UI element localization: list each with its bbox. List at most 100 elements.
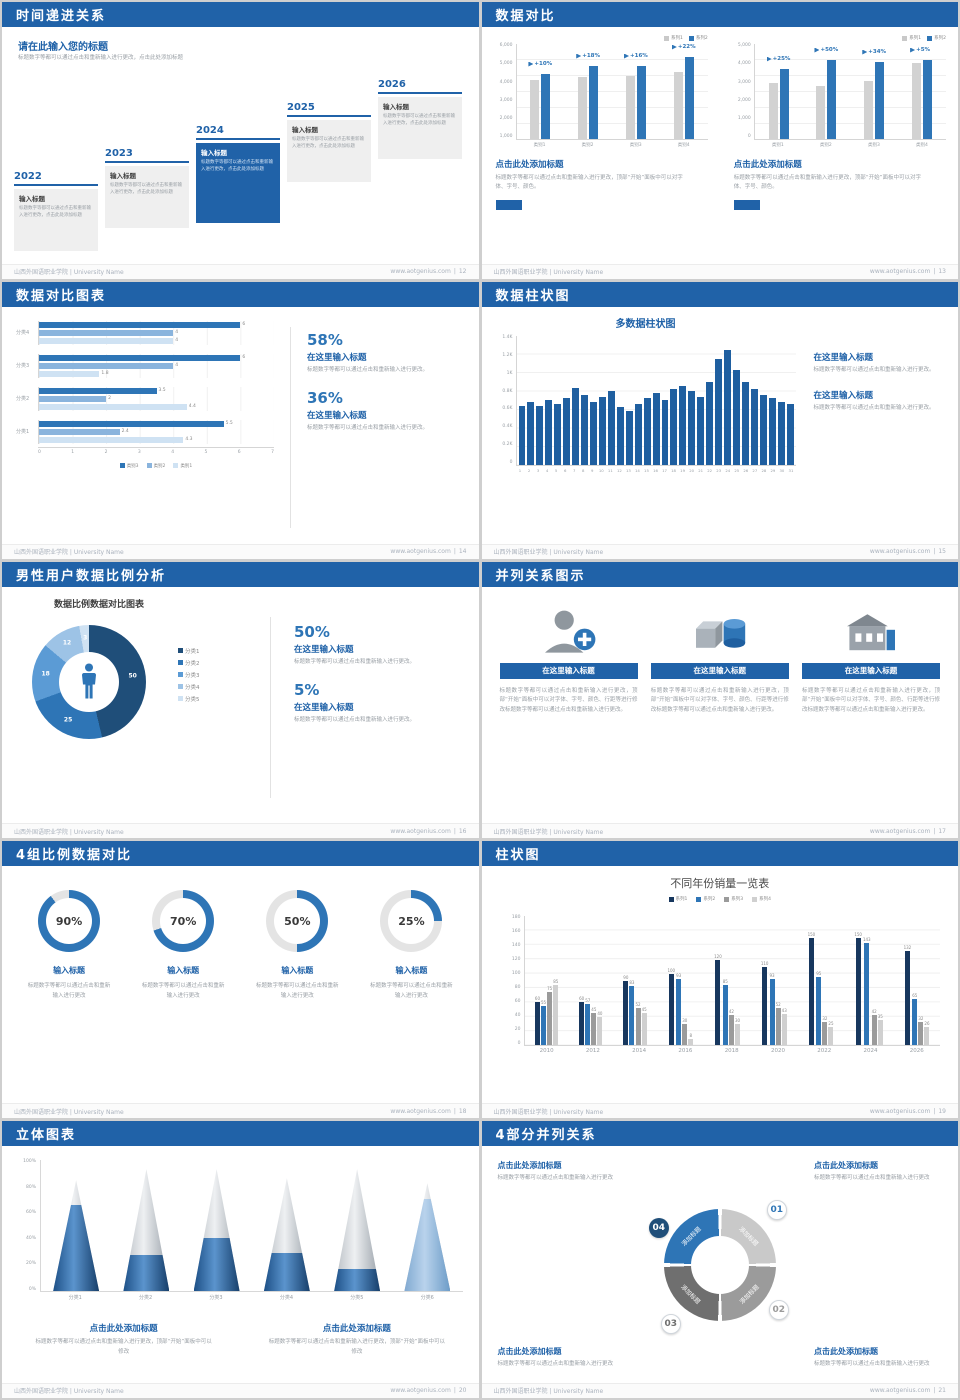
flag-icon xyxy=(766,56,772,62)
x-tick-label: 15 xyxy=(644,467,649,473)
bar-rows: 分类4 6 4 4 分类3 6 4 1.8 分类2 3.5 2 4.4 分类1 5.5 2.4 4.3 xyxy=(16,320,274,444)
footer-separator: | xyxy=(933,548,936,556)
chart-plot: 180 160 140 120 100 80 60 40 20 0 60 55 75 85 60 57 45 40… xyxy=(504,916,940,1054)
bar xyxy=(924,1027,930,1046)
bar xyxy=(534,1002,540,1046)
ratio-item: 90% 输入标题 标题数字等都可以通过点击和重新输入进行更改 xyxy=(17,890,121,1103)
value-label: 2.4 xyxy=(121,429,129,435)
value-label: 42 xyxy=(871,1009,877,1015)
footer-url: www.aotgenius.com xyxy=(869,1107,931,1115)
slide-header: 立体图表 xyxy=(2,1121,479,1147)
bar xyxy=(777,401,785,465)
slide-14[interactable]: 数据对比图表 分类4 6 4 4 分类3 6 4 1.8 分类2 3.5 2 4.4 分类1 5.5 2.4… xyxy=(2,281,479,559)
bar xyxy=(39,362,174,369)
slide-15[interactable]: 数据柱状图 多数据柱状图 1.4K 1.2K 1K 0.8K 0.6K 0.4K 0.2K 0… xyxy=(481,281,958,559)
footer-url: www.aotgenius.com xyxy=(869,548,931,556)
footer-url: www.aotgenius.com xyxy=(390,827,451,835)
value-label: 25 xyxy=(828,1021,834,1027)
block-desc: 标题数字等都可以通过点击和重新输入进行更改 xyxy=(814,1175,930,1182)
value-label: 32 xyxy=(822,1016,828,1022)
icon-holder xyxy=(500,605,638,657)
delta-label: +50% xyxy=(814,47,838,53)
x-axis-labels: 类别1 类别2 类别3 类别4 xyxy=(516,142,708,148)
bar-group: 110 93 52 43 xyxy=(761,916,787,1046)
footer-school: 山西外国语职业学院 | University Name xyxy=(14,828,124,836)
x-tick-label: 5 xyxy=(554,467,558,473)
bar xyxy=(39,420,224,427)
footer-school: 山西外国语职业学院 | University Name xyxy=(14,1388,124,1396)
timeline-line xyxy=(196,138,280,140)
footer-separator: | xyxy=(453,548,456,556)
delta-label: +22% xyxy=(671,44,696,50)
slide-footer: 山西外国语职业学院 | University Name www.aotgeniu… xyxy=(481,823,958,839)
legend-item: 分类1 xyxy=(178,647,200,655)
flag-icon xyxy=(862,49,868,55)
value-label: 60 xyxy=(534,996,540,1002)
slide-18[interactable]: 4组比例数据对比 90% 输入标题 标题数字等都可以通过点击和重新输入进行更改 … xyxy=(2,841,479,1119)
flag-icon xyxy=(910,47,916,53)
bar xyxy=(741,381,749,465)
slide-20[interactable]: 立体图表 100% 80% 60% 40% 20% 0% 分类1 分类2 分类3 分类4 分类5 分类… xyxy=(2,1121,479,1398)
corner-block: 点击此处添加标题 标题数字等都可以通过点击和重新输入进行更改 xyxy=(814,1160,944,1183)
ring-title: 输入标题 xyxy=(167,966,200,976)
bar-group: 分类3 6 4 1.8 xyxy=(16,353,274,378)
x-tick-label: 8 xyxy=(582,467,585,473)
y-tick-label: 4,000 xyxy=(737,61,751,67)
badge-03: 03 xyxy=(660,1313,681,1334)
bar xyxy=(39,436,184,443)
bar xyxy=(864,943,870,1046)
block-caption: 点击此处添加标题 xyxy=(497,1161,562,1171)
bar xyxy=(750,388,758,465)
item-banner: 在这里输入标题 xyxy=(650,662,789,679)
delta-text: +34% xyxy=(868,49,887,55)
badge-02: 02 xyxy=(768,1299,789,1320)
slide-body: 请在此输入您的标题 标题数字等都可以通过点击和重新输入进行更改，点击此处添加标题… xyxy=(2,27,479,264)
y-axis-labels: 6,000 5,000 4,000 3,000 2,000 1,000 xyxy=(496,43,516,140)
bar xyxy=(679,385,687,465)
block-caption: 点击此处添加标题 xyxy=(497,1346,562,1356)
slide-title: 4组比例数据对比 xyxy=(16,848,133,864)
bar xyxy=(39,403,187,410)
x-tick-label: 25 xyxy=(734,467,740,473)
bar xyxy=(816,977,822,1046)
legend-label: 分类4 xyxy=(185,684,200,691)
footer-page: 19 xyxy=(938,1107,946,1115)
stat-percent: 58% xyxy=(307,330,343,349)
value-label: 65 xyxy=(912,993,918,999)
slide-header: 数据对比 xyxy=(481,2,958,27)
bar xyxy=(855,938,861,1046)
slide-13[interactable]: 数据对比 系列1 系列2 6,000 5,000 4,000 3,000 2,000 1,00… xyxy=(481,2,958,279)
bar xyxy=(676,979,682,1046)
timeline: 2022 输入标题 标题数字等都可以通过点击和重新输入进行更改，点击此处添加标题 20… xyxy=(14,79,473,262)
timeline-item: 2026 输入标题 标题数字等都可以通过点击和重新输入进行更改，点击此处添加标题 xyxy=(378,79,462,159)
y-tick-label: 0.6K xyxy=(502,406,513,412)
value-label: 75 xyxy=(547,986,553,992)
bar xyxy=(706,381,714,465)
value-label: 4.3 xyxy=(185,437,193,443)
x-tick-label: 类别1 xyxy=(533,143,546,148)
category-label: 分类5 xyxy=(350,1295,364,1302)
slide-16[interactable]: 男性用户数据比例分析 数据比例数据对比图表 50 25 18 12 3 分类1 分类2 分类… xyxy=(2,561,479,839)
bar xyxy=(828,1027,834,1046)
bar xyxy=(585,1004,591,1046)
bar-area: +25% +50% +34% +5% xyxy=(753,44,946,140)
x-tick-label: 11 xyxy=(607,467,613,473)
series2-bar xyxy=(827,60,837,139)
footer-meta: www.aotgenius.com | 20 xyxy=(390,1387,466,1394)
slide-title: 4部分并列关系 xyxy=(495,1128,597,1144)
y-tick-label: 0 xyxy=(517,1040,521,1046)
value-label: 83 xyxy=(629,980,635,986)
value-label: 26 xyxy=(924,1021,930,1027)
value-label: 40 xyxy=(597,1011,603,1017)
slide-21[interactable]: 4部分并列关系 添加标题 添加标题 添加标题 添加标题 01 02 03 04 点击此… xyxy=(481,1121,958,1398)
bar-area: 60 55 75 85 60 57 45 40 90 83 52 45 100 93 30 8 120 85 42 3… xyxy=(523,916,940,1047)
bar xyxy=(541,1006,547,1046)
y-tick-label: 100% xyxy=(23,1159,36,1165)
sales-chart-legend: 系列1 系列2 系列3 系列4 xyxy=(482,896,959,902)
x-tick-label: 7 xyxy=(271,449,274,455)
slide-17[interactable]: 并列关系图示 在这里输入标题 标题数字等都可以通过点击和重新输入进行更改，顶部“… xyxy=(481,561,958,839)
x-tick-label: 7 xyxy=(572,467,576,473)
slide-19[interactable]: 柱状图 不同年份销量一览表 系列1 系列2 系列3 系列4 180 160 140 120 1… xyxy=(481,841,959,1119)
bar-group: 120 85 42 30 xyxy=(714,916,740,1046)
slide-12[interactable]: 时间递进关系 请在此输入您的标题 标题数字等都可以通过点击和重新输入进行更改，点… xyxy=(2,2,479,279)
